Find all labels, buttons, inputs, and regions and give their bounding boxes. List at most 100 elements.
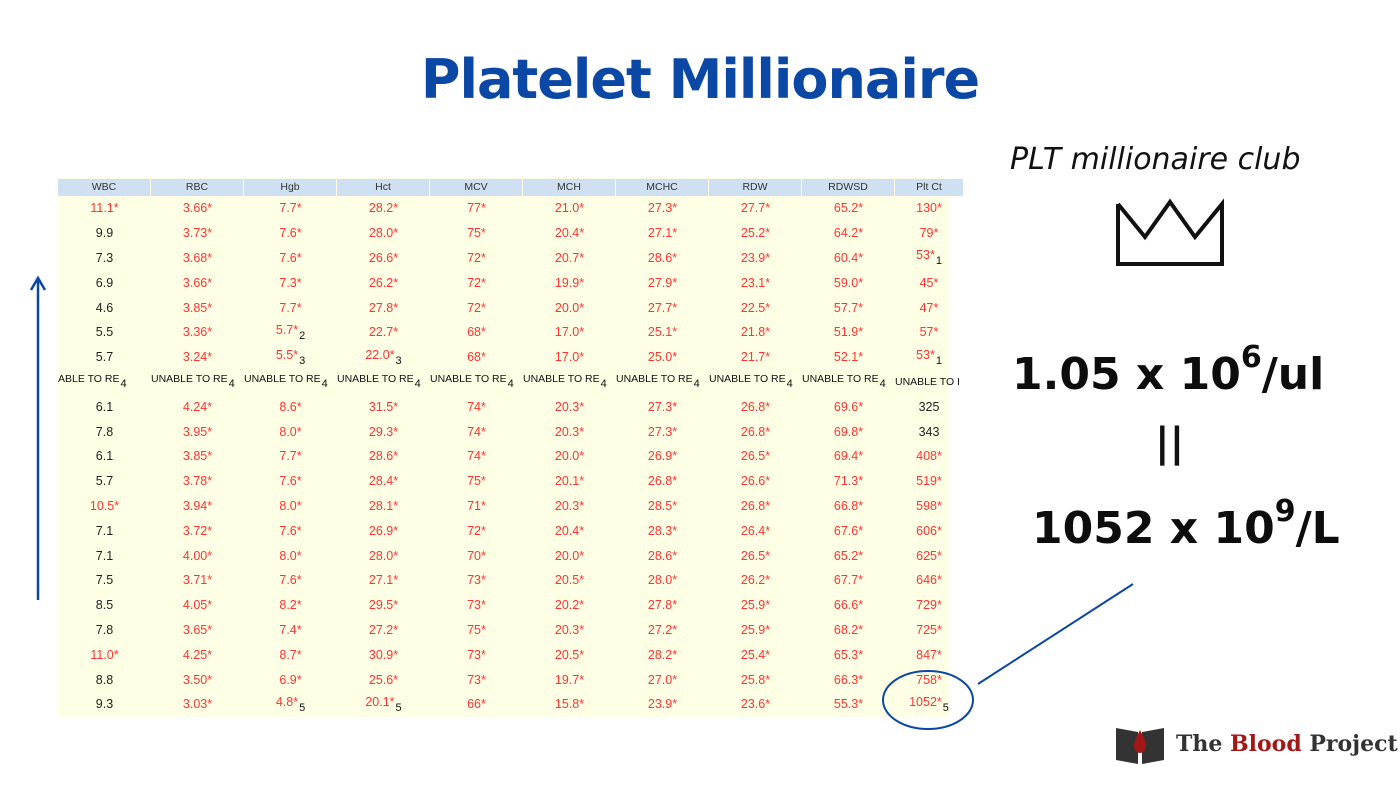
table-cell: 28.6* xyxy=(368,449,399,464)
logo-text-the: The xyxy=(1176,731,1231,757)
table-header-row: WBC RBC Hgb Hct MCV MCH MCHC RDW RDWSD Plt Ct xyxy=(58,178,963,196)
table-cell: 47* xyxy=(919,300,939,315)
table-cell: 7.1 xyxy=(95,548,114,563)
table-row: 6.1 3.85* 7.7* 28.6* 74* 20.0* 26.9* 26.5* 69.4*… xyxy=(58,444,950,469)
table-cell: 20.4* xyxy=(554,226,585,241)
table-cell: 7.1 xyxy=(95,523,114,538)
table-cell: 65.2* xyxy=(833,548,864,563)
table-cell: 28.0* xyxy=(368,226,399,241)
table-cell: 3.94* xyxy=(182,498,213,513)
table-cell: 26.4* xyxy=(740,523,771,538)
table-row: 5.5 3.36* 5.7*2 22.7* 68* 17.0* 25.1* 21.8* 51.9… xyxy=(58,320,950,345)
table-cell: 3.85* xyxy=(182,300,213,315)
table-cell: 25.9* xyxy=(740,622,771,637)
table-cell: 60.4* xyxy=(833,250,864,265)
table-cell: 7.7* xyxy=(279,449,302,464)
table-cell: UNABLE TO I xyxy=(895,375,960,388)
table-cell: 19.9* xyxy=(554,275,585,290)
table-cell: 66* xyxy=(467,697,486,712)
table-row: 8.8 3.50* 6.9* 25.6* 73* 19.7* 27.0* 25.8* 66.3*… xyxy=(58,667,950,692)
column-header: MCHC xyxy=(616,178,708,196)
table-cell: UNABLE TO RE4 xyxy=(523,373,616,390)
table-cell: 3.66* xyxy=(182,275,213,290)
table-cell: 325 xyxy=(918,399,940,414)
cell-value: 5.7* xyxy=(275,322,299,337)
table-cell: 7.6* xyxy=(279,250,302,265)
table-cell: 74* xyxy=(467,449,486,464)
table-cell: 20.2* xyxy=(554,598,585,613)
table-cell: 28.1* xyxy=(368,498,399,513)
table-cell: 3.50* xyxy=(182,672,213,687)
table-cell: 73* xyxy=(467,598,486,613)
table-cell: 20.7* xyxy=(554,250,585,265)
table-cell: UNABLE TO RE4 xyxy=(244,373,337,390)
table-cell: 11.1* xyxy=(90,201,119,216)
value-per-ul-main: 1.05 x 10 xyxy=(1012,349,1241,400)
logo-text-project: Project xyxy=(1301,731,1398,757)
table-cell: 25.2* xyxy=(740,226,771,241)
footnote-marker: 4 xyxy=(120,378,127,391)
table-cell: 3.03* xyxy=(182,697,213,712)
table-cell: 22.7* xyxy=(368,325,399,340)
table-cell: 68* xyxy=(467,350,486,365)
table-row: 10.5* 3.94* 8.0* 28.1* 71* 20.3* 28.5* 26.8* 66.… xyxy=(58,494,950,519)
footnote-marker: 2 xyxy=(299,329,306,342)
table-cell: 28.0* xyxy=(647,573,678,588)
cell-value: ABLE TO RE xyxy=(58,373,120,386)
table-cell: 68* xyxy=(467,325,486,340)
table-cell: 7.3 xyxy=(95,250,114,265)
table-cell: 27.7* xyxy=(647,300,678,315)
table-cell: 27.8* xyxy=(368,300,399,315)
table-cell: 5.7*2 xyxy=(244,323,337,342)
column-header: MCV xyxy=(430,178,522,196)
table-cell: 28.4* xyxy=(368,474,399,489)
table-row: 7.1 4.00* 8.0* 28.0* 70* 20.0* 28.6* 26.5* 65.2*… xyxy=(58,543,950,568)
table-cell: 28.2* xyxy=(368,201,399,216)
table-cell: 8.2* xyxy=(279,598,302,613)
table-cell: 8.0* xyxy=(279,548,302,563)
table-cell: 625* xyxy=(916,548,942,563)
table-row: 7.8 3.95* 8.0* 29.3* 74* 20.3* 27.3* 26.8* 69.8*… xyxy=(58,419,950,444)
table-cell: 20.3* xyxy=(554,622,585,637)
cell-value: UNABLE TO RE xyxy=(244,373,321,386)
table-cell: 67.6* xyxy=(833,523,864,538)
table-cell: 27.3* xyxy=(647,201,678,216)
column-header: WBC xyxy=(58,178,150,196)
table-cell: 606* xyxy=(916,523,942,538)
table-cell: 29.3* xyxy=(368,424,399,439)
table-cell: 73* xyxy=(467,647,486,662)
table-row: 5.7 3.78* 7.6* 28.4* 75* 20.1* 26.8* 26.6* 71.3*… xyxy=(58,469,950,494)
table-cell: 28.0* xyxy=(368,548,399,563)
table-row: 9.3 3.03* 4.8*5 20.1*5 66* 15.8* 23.9* 23.6* 55.… xyxy=(58,692,950,717)
table-cell: 27.3* xyxy=(647,399,678,414)
table-cell: 8.7* xyxy=(279,647,302,662)
up-arrow-icon xyxy=(29,275,47,600)
column-header: Plt Ct xyxy=(895,178,963,196)
table-cell: 77* xyxy=(467,201,486,216)
table-cell: 646* xyxy=(916,573,942,588)
table-cell: ABLE TO RE4 xyxy=(58,373,151,390)
value-per-l: 1052 x 109/L xyxy=(1032,494,1340,554)
cell-value: 20.1* xyxy=(365,694,395,709)
table-cell: 20.3* xyxy=(554,424,585,439)
table-cell: 9.3 xyxy=(95,697,114,712)
value-per-ul: 1.05 x 106/ul xyxy=(1012,340,1324,400)
table-cell: 69.4* xyxy=(833,449,864,464)
table-cell: 6.9 xyxy=(95,275,114,290)
table-cell: 3.24* xyxy=(182,350,213,365)
table-cell: 66.6* xyxy=(833,598,864,613)
table-cell: 26.6* xyxy=(740,474,771,489)
column-header: Hgb xyxy=(244,178,336,196)
table-cell: 73* xyxy=(467,672,486,687)
table-cell: 72* xyxy=(467,275,486,290)
cell-value: 53* xyxy=(916,347,935,362)
column-header: MCH xyxy=(523,178,615,196)
table-cell: 15.8* xyxy=(554,697,585,712)
table-row: 6.1 4.24* 8.6* 31.5* 74* 20.3* 27.3* 26.8* 69.6*… xyxy=(58,394,950,419)
table-cell: 25.6* xyxy=(368,672,399,687)
table-row: 7.8 3.65* 7.4* 27.2* 75* 20.3* 27.2* 25.9* 68.2*… xyxy=(58,618,950,643)
table-cell: 23.6* xyxy=(740,697,771,712)
book-icon xyxy=(1116,728,1164,764)
cell-value: UNABLE TO RE xyxy=(151,373,228,386)
table-cell: 3.72* xyxy=(182,523,213,538)
